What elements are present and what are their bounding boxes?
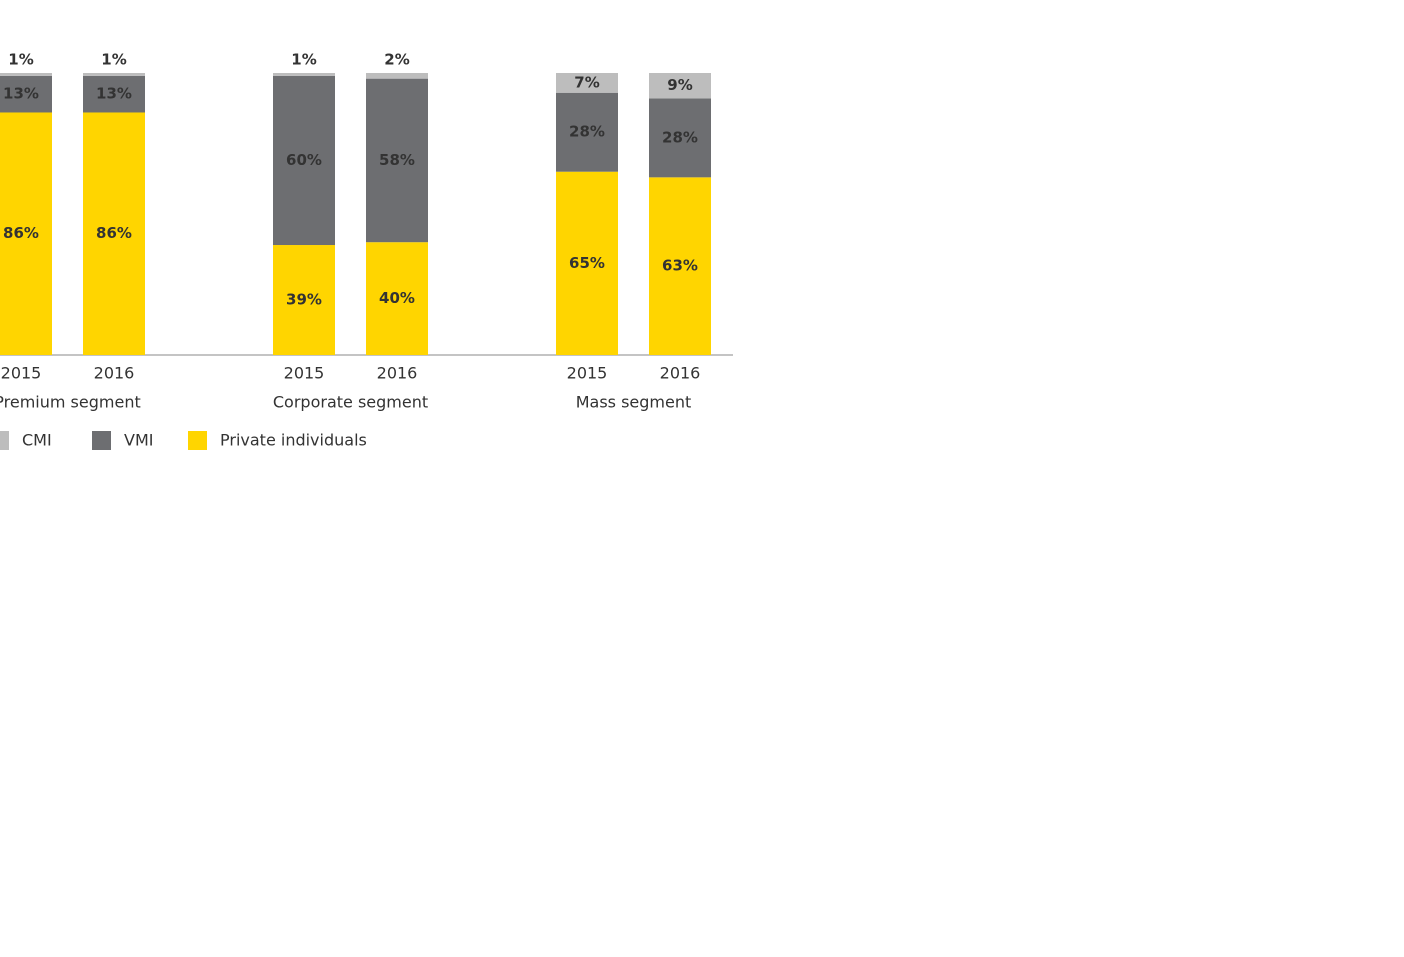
bar-segment [649, 98, 711, 178]
value-label: 40% [379, 289, 415, 307]
value-label: 7% [574, 73, 599, 91]
legend-swatch [0, 431, 9, 450]
value-label: 65% [569, 254, 605, 272]
legend-label: VMI [124, 431, 153, 450]
x-tick-label: 2016 [660, 364, 701, 383]
bar-segment [649, 177, 711, 355]
x-tick-label: 2016 [94, 364, 135, 383]
value-label: 86% [3, 224, 39, 242]
group-label: Premium segment [0, 393, 141, 412]
bar-segment [366, 78, 428, 243]
group-label: Mass segment [576, 393, 692, 412]
bar-segment [556, 73, 618, 93]
bar-segment [83, 73, 145, 76]
bar-segment [556, 92, 618, 172]
x-tick-label: 2016 [377, 364, 418, 383]
bar-segment [0, 73, 52, 76]
legend-swatch [92, 431, 111, 450]
x-tick-label: 2015 [567, 364, 608, 383]
bar-segment [83, 112, 145, 355]
bar-segment [0, 112, 52, 355]
value-label: 13% [96, 85, 132, 103]
x-tick-label: 2015 [284, 364, 325, 383]
value-label: 13% [3, 85, 39, 103]
bar-segment [0, 75, 52, 113]
value-label: 1% [291, 51, 316, 69]
legend-label: Private individuals [220, 431, 367, 450]
group-label: Corporate segment [273, 393, 428, 412]
legend-swatch [188, 431, 207, 450]
value-label: 2% [384, 51, 409, 69]
bar-segment [366, 73, 428, 79]
value-label: 86% [96, 224, 132, 242]
bar-segment [83, 75, 145, 113]
value-label: 58% [379, 151, 415, 169]
value-label: 9% [667, 76, 692, 94]
bar-segment [649, 73, 711, 99]
value-label: 28% [569, 123, 605, 141]
bar-segment [273, 75, 335, 246]
value-label: 39% [286, 291, 322, 309]
value-label: 63% [662, 257, 698, 275]
x-tick-label: 2015 [1, 364, 42, 383]
bar-segment [273, 73, 335, 76]
legend-label: CMI [22, 431, 52, 450]
bar-segment [556, 171, 618, 355]
bar-segment [366, 242, 428, 355]
bar-segment [273, 245, 335, 355]
value-label: 60% [286, 151, 322, 169]
value-label: 28% [662, 128, 698, 146]
value-label: 1% [101, 51, 126, 69]
value-label: 1% [8, 51, 33, 69]
